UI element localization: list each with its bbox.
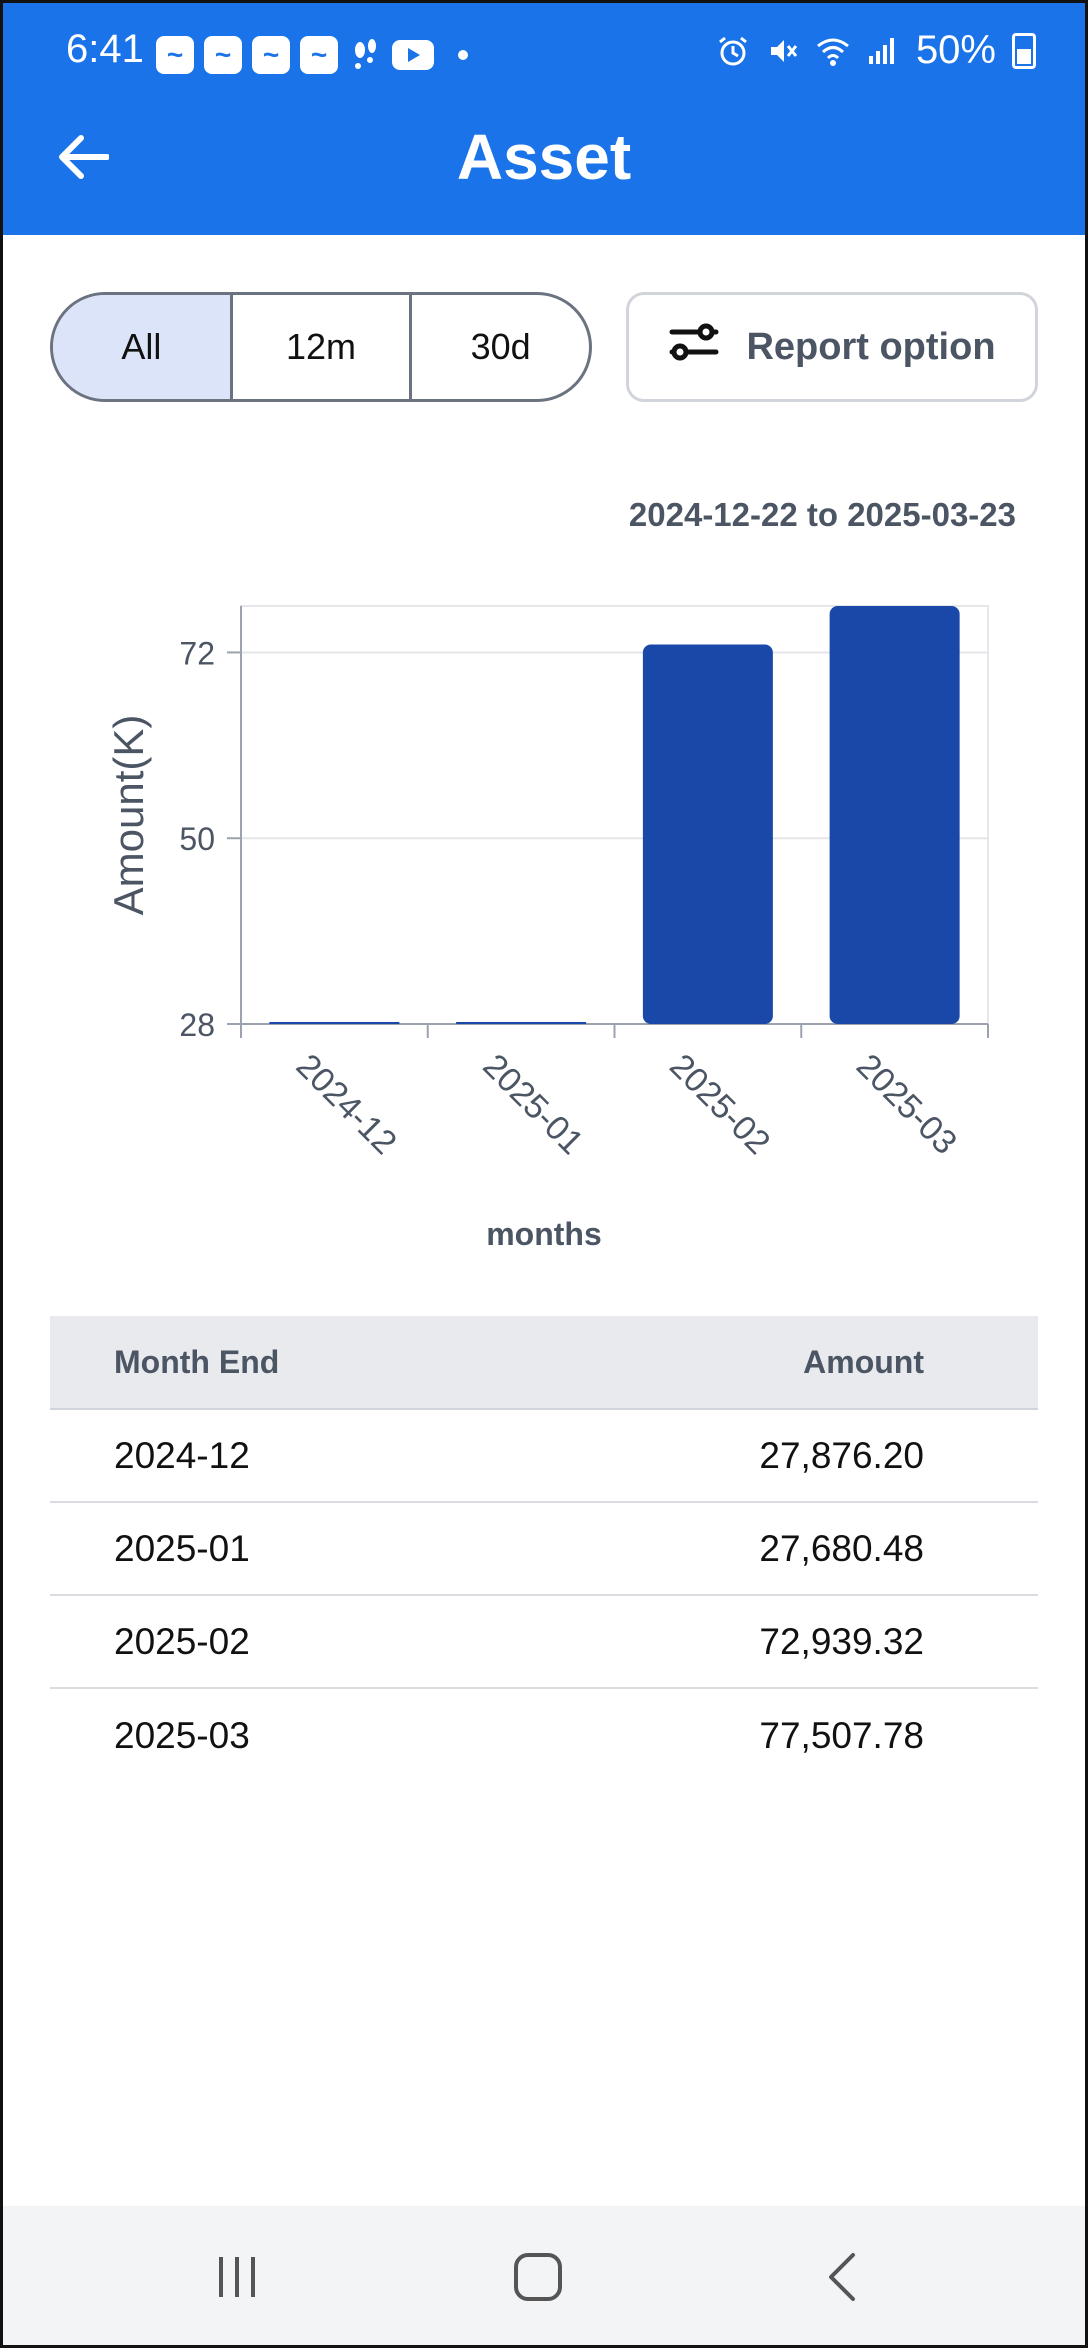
- bar-2024-12: [269, 1022, 400, 1024]
- alarm-icon: [716, 34, 750, 68]
- signal-icon: [866, 34, 900, 68]
- y-tick-label: 50: [179, 821, 215, 857]
- header-amount: Amount: [803, 1343, 924, 1380]
- system-nav-bar: [0, 2206, 1088, 2348]
- x-tick-label: 2024-12: [289, 1047, 404, 1162]
- bar-2025-01: [456, 1022, 587, 1024]
- range-option-30d[interactable]: 30d: [409, 295, 589, 399]
- row-month: 2025-02: [114, 1620, 250, 1662]
- bar-2025-03: [829, 606, 960, 1024]
- row-month: 2025-01: [114, 1527, 250, 1569]
- row-amount: 27,680.48: [759, 1527, 924, 1569]
- y-tick-label: 72: [179, 635, 215, 671]
- report-option-button[interactable]: Report option: [626, 292, 1038, 402]
- more-notifications-dot: [458, 50, 468, 60]
- home-icon[interactable]: [498, 2242, 578, 2312]
- x-tick-label: 2025-01: [475, 1047, 590, 1162]
- data-table: Month End Amount 2024-12 27,876.20 2025-…: [50, 1316, 1038, 1782]
- sliders-icon: [668, 322, 720, 372]
- status-time: 6:41: [66, 27, 144, 71]
- battery-icon: [1012, 32, 1036, 69]
- row-month: 2024-12: [114, 1434, 250, 1476]
- arrow-left-icon[interactable]: [50, 124, 116, 190]
- table-row: 2025-03 77,507.78: [50, 1689, 1038, 1782]
- system-status: 50%: [716, 28, 1036, 73]
- page-title: Asset: [456, 121, 632, 193]
- table-row: 2025-02 72,939.32: [50, 1596, 1038, 1689]
- youtube-icon: [392, 38, 434, 72]
- wifi-icon: [816, 34, 850, 68]
- back-icon[interactable]: [802, 2242, 882, 2312]
- x-tick-label: 2025-02: [662, 1047, 777, 1162]
- table-row: 2025-01 27,680.48: [50, 1503, 1038, 1596]
- x-axis-title: months: [486, 1216, 602, 1252]
- app-notification-icon: ~: [300, 36, 338, 74]
- recent-apps-icon[interactable]: [197, 2242, 277, 2312]
- range-selector: All 12m 30d: [50, 292, 592, 402]
- range-option-all[interactable]: All: [53, 295, 230, 399]
- app-bar: Asset: [0, 100, 1088, 210]
- app-notification-icon: ~: [252, 36, 290, 74]
- status-bar: 6:41 ~ ~ ~ ~: [0, 18, 1088, 88]
- report-option-label: Report option: [746, 325, 996, 368]
- notification-icons: ~ ~ ~ ~: [156, 36, 468, 74]
- bar-chart: 28 50 72 2024-12 2025-01 2025-02 2025-03 Amount…: [105, 605, 989, 1162]
- mute-icon: [766, 34, 800, 68]
- header-month-end: Month End: [114, 1343, 280, 1380]
- table-header: Month End Amount: [50, 1316, 1038, 1410]
- table-row: 2024-12 27,876.20: [50, 1410, 1038, 1503]
- row-month: 2025-03: [114, 1714, 250, 1756]
- range-option-12m[interactable]: 12m: [229, 295, 410, 399]
- y-axis-title: Amount(K): [105, 715, 152, 916]
- battery-percent: 50%: [915, 28, 996, 72]
- app-notification-icon: ~: [204, 36, 242, 74]
- x-tick-label: 2025-03: [849, 1047, 964, 1162]
- row-amount: 77,507.78: [759, 1714, 924, 1756]
- row-amount: 72,939.32: [759, 1620, 924, 1662]
- y-tick-label: 28: [179, 1007, 215, 1043]
- bar-2025-02: [642, 644, 773, 1024]
- fitness-icon: [348, 38, 382, 72]
- app-notification-icon: ~: [156, 36, 194, 74]
- app-header: 6:41 ~ ~ ~ ~: [0, 0, 1088, 235]
- date-range: 2024-12-22 to 2025-03-23: [628, 496, 1016, 533]
- row-amount: 27,876.20: [759, 1434, 924, 1476]
